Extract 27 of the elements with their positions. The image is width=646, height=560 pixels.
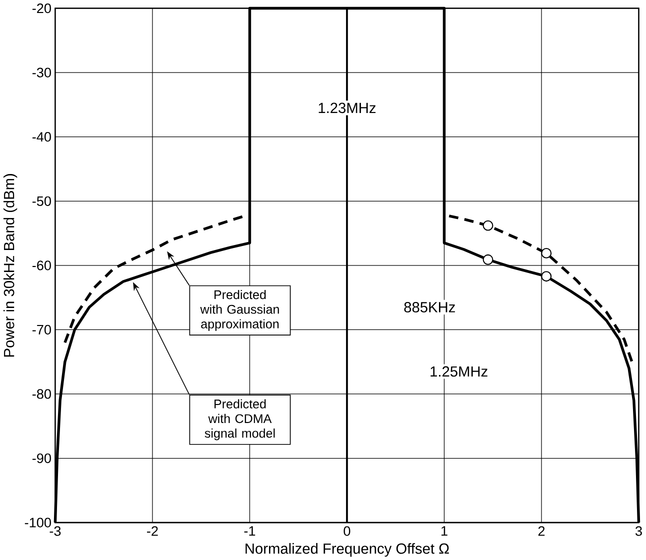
y-tick-label: -30 xyxy=(32,68,51,78)
x-tick-label: -3 xyxy=(50,526,61,536)
annotation: 1.23MHz xyxy=(318,102,376,114)
y-tick-label: -100 xyxy=(24,518,51,528)
point xyxy=(541,248,552,258)
x-tick-label: 3 xyxy=(635,526,642,536)
x-tick-label: -2 xyxy=(147,526,158,536)
y-tick-label: -20 xyxy=(32,3,51,14)
annotation: 885KHz xyxy=(404,302,455,312)
annotation: Predicted with CDMA signal model xyxy=(204,399,275,440)
point xyxy=(482,254,494,265)
point xyxy=(541,271,552,282)
y-tick-label: -70 xyxy=(32,324,51,334)
x-tick-label: -1 xyxy=(244,526,256,536)
x-axis-title: Normalized Frequency Offset Ω xyxy=(246,542,449,557)
y-tick-label: -50 xyxy=(32,196,51,206)
point xyxy=(482,220,494,231)
x-tick-label: 0 xyxy=(344,526,350,536)
annotation: Predicted with Gaussian approximation xyxy=(200,290,279,331)
y-tick-label: -60 xyxy=(32,260,51,270)
y-tick-label: -80 xyxy=(32,389,51,399)
annotation: 1.25MHz xyxy=(430,366,488,377)
x-tick-label: 2 xyxy=(538,526,545,536)
x-tick-label: 1 xyxy=(441,526,448,536)
y-tick-label: -90 xyxy=(32,453,51,463)
y-tick-label: -40 xyxy=(32,132,51,142)
y-axis-title: Power in 30kHz Band (dBm) xyxy=(3,174,18,356)
